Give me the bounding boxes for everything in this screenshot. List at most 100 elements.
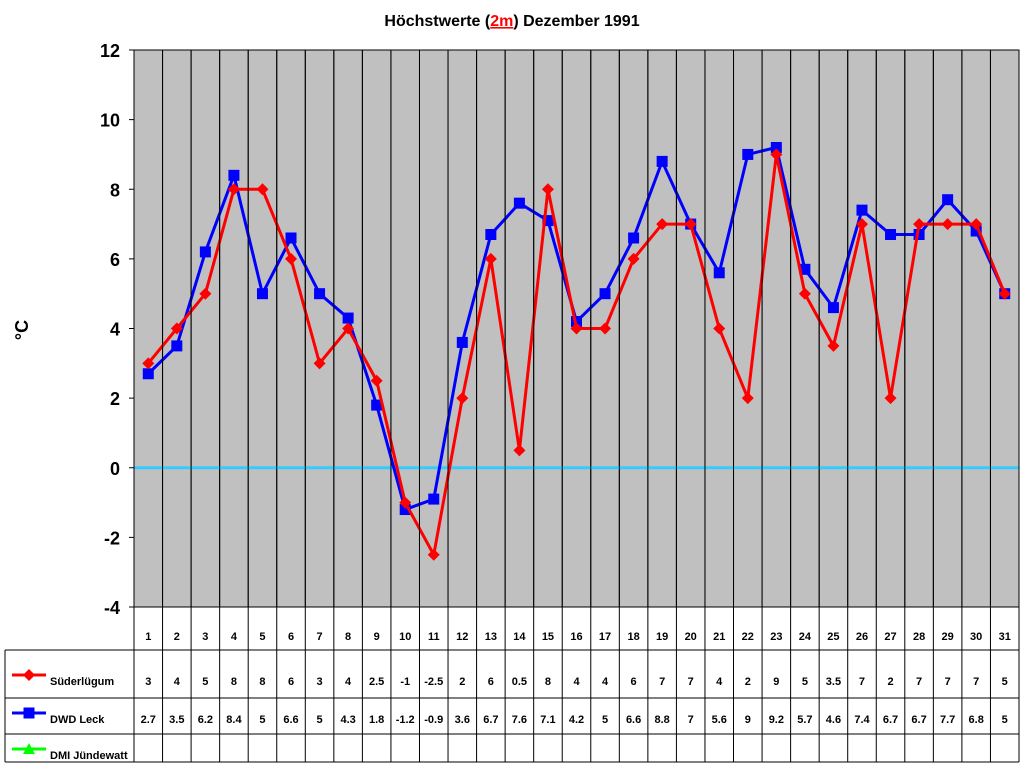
data-label: 9 [745, 714, 751, 726]
data-label: -2.5 [424, 676, 443, 688]
x-tick-label: 18 [627, 631, 639, 643]
data-point [684, 218, 697, 231]
data-point [256, 288, 268, 300]
data-label: 4 [573, 676, 580, 688]
data-point [399, 496, 412, 509]
data-label: 6.6 [626, 714, 641, 726]
data-label: 5 [259, 714, 265, 726]
data-label: 6.6 [283, 714, 298, 726]
x-tick-label: 14 [513, 631, 526, 643]
data-label: 6 [488, 676, 494, 688]
data-point [342, 322, 355, 335]
data-point [399, 504, 411, 516]
data-point [513, 197, 525, 209]
data-label: 7.4 [854, 714, 870, 726]
x-tick-label: 22 [742, 631, 754, 643]
x-tick-label: 17 [599, 631, 611, 643]
data-label: 9 [773, 676, 779, 688]
data-point [599, 322, 612, 335]
data-label: -1.2 [396, 714, 415, 726]
data-point [570, 322, 583, 335]
data-point [913, 218, 926, 231]
data-point [741, 392, 754, 405]
data-point [485, 229, 497, 241]
data-label: 6.7 [483, 714, 498, 726]
data-label: 4 [345, 676, 352, 688]
data-label: 4.3 [340, 714, 355, 726]
data-point [884, 392, 897, 405]
x-tick-label: 24 [799, 631, 812, 643]
data-label: 3.5 [169, 714, 184, 726]
data-point [942, 194, 954, 206]
x-tick-label: 20 [685, 631, 697, 643]
data-label: 2.5 [369, 676, 384, 688]
x-tick-label: 31 [999, 631, 1011, 643]
x-tick-label: 2 [174, 631, 180, 643]
data-label: 4 [174, 676, 181, 688]
data-label: 6.8 [969, 714, 984, 726]
data-point [599, 288, 611, 300]
data-point [827, 302, 839, 314]
title-link[interactable]: 2m [490, 13, 513, 30]
y-tick-label: 8 [110, 180, 120, 200]
data-point [970, 218, 983, 231]
data-label: 2 [745, 676, 751, 688]
data-point [313, 357, 326, 370]
data-point [456, 336, 468, 348]
data-label: 2 [887, 676, 893, 688]
data-label: 3 [317, 676, 323, 688]
data-point [970, 225, 982, 237]
data-label: 2.7 [141, 714, 156, 726]
data-label: 8.4 [226, 714, 242, 726]
data-label: 7.7 [940, 714, 955, 726]
x-tick-label: 23 [770, 631, 782, 643]
x-tick-label: 9 [374, 631, 380, 643]
data-point [541, 183, 554, 196]
data-point [770, 141, 782, 153]
data-point [456, 392, 469, 405]
data-label: 5.7 [797, 714, 812, 726]
y-axis-ticks: 12 10 8 6 4 2 0 -2 -4 [100, 41, 120, 618]
data-label: 0.5 [512, 676, 527, 688]
data-point [256, 183, 269, 196]
legend-label: Süderlügum [50, 676, 114, 688]
data-label: 4 [716, 676, 723, 688]
x-tick-label: 7 [317, 631, 323, 643]
data-label: -0.9 [424, 714, 443, 726]
data-label: 6 [288, 676, 294, 688]
data-point [713, 322, 726, 335]
data-label: 7 [688, 676, 694, 688]
data-point [228, 169, 240, 181]
data-point [513, 444, 526, 457]
data-point [799, 263, 811, 275]
data-point [314, 288, 326, 300]
x-tick-label: 15 [542, 631, 554, 643]
x-tick-label: 26 [856, 631, 868, 643]
data-table: 1 2 3 4 5 6 7 8 9 10 11 12 13 14 15 16 17 18 19 20 21 22 23 24 2… [4, 50, 1020, 763]
y-tick-label: -4 [104, 598, 120, 618]
x-tick-label: 10 [399, 631, 411, 643]
x-tick-label: 21 [713, 631, 725, 643]
title-suffix: ) Dezember 1991 [513, 13, 639, 30]
data-point [827, 339, 840, 352]
data-label: 5 [317, 714, 323, 726]
data-label: 4.6 [826, 714, 841, 726]
y-tick-label: -2 [104, 528, 120, 548]
data-point [427, 548, 440, 561]
data-point [342, 312, 354, 324]
data-label: 7 [659, 676, 665, 688]
data-point [170, 322, 183, 335]
data-label: 5 [1002, 714, 1008, 726]
y-tick-label: 10 [100, 111, 120, 131]
x-tick-label: 3 [202, 631, 208, 643]
legend-label: DMI Jündewatt [50, 750, 128, 762]
data-point [885, 229, 897, 241]
data-point [142, 368, 154, 380]
legend-marker [23, 669, 35, 681]
y-tick-label: 12 [100, 41, 120, 61]
x-tick-label: 19 [656, 631, 668, 643]
data-label: 6 [631, 676, 637, 688]
data-point [656, 218, 669, 231]
x-tick-label: 13 [485, 631, 497, 643]
